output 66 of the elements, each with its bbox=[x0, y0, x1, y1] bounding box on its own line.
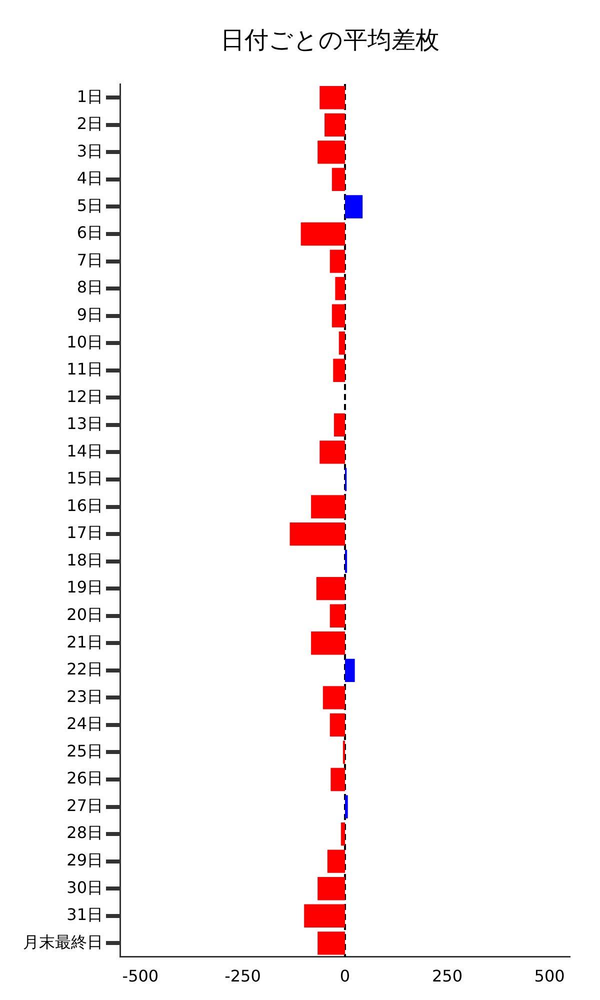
bar bbox=[320, 86, 345, 110]
bar bbox=[330, 250, 345, 273]
bar bbox=[335, 276, 345, 300]
y-tick-label: 2日 bbox=[76, 114, 103, 134]
y-tick-label: 19日 bbox=[66, 578, 103, 597]
bar bbox=[311, 632, 345, 655]
bar bbox=[318, 932, 345, 955]
x-tick-label: 500 bbox=[534, 966, 565, 986]
y-tick-label: 5日 bbox=[76, 196, 103, 215]
y-tick-label: 13日 bbox=[66, 414, 103, 434]
chart-title: 日付ごとの平均差枚 bbox=[220, 25, 440, 56]
bar bbox=[334, 413, 345, 437]
y-tick-label: 10日 bbox=[66, 332, 103, 352]
bar bbox=[345, 658, 355, 682]
bar bbox=[322, 686, 345, 710]
y-tick-label: 7日 bbox=[76, 250, 103, 270]
bar bbox=[311, 495, 345, 518]
y-tick-label: 月末最終日 bbox=[23, 932, 103, 952]
bar bbox=[332, 304, 345, 328]
y-tick-label: 12日 bbox=[66, 386, 103, 406]
y-tick-label: 15日 bbox=[66, 468, 103, 488]
y-tick-label: 25日 bbox=[66, 741, 103, 760]
y-tick-label: 20日 bbox=[66, 605, 103, 624]
bar bbox=[318, 877, 345, 900]
y-tick-label: 1日 bbox=[76, 86, 103, 106]
y-tick-label: 16日 bbox=[66, 496, 103, 515]
bar bbox=[345, 195, 363, 218]
y-tick-label: 3日 bbox=[76, 141, 103, 160]
bar bbox=[304, 904, 345, 928]
y-tick-label: 6日 bbox=[76, 223, 103, 242]
x-tick-label: 250 bbox=[432, 966, 463, 986]
y-tick-label: 8日 bbox=[76, 278, 103, 297]
y-tick-label: 21日 bbox=[66, 632, 103, 652]
bar bbox=[320, 440, 345, 464]
bar bbox=[340, 822, 345, 846]
bar bbox=[332, 168, 345, 192]
bar bbox=[330, 604, 345, 628]
bar bbox=[290, 522, 345, 546]
y-tick-label: 23日 bbox=[66, 686, 103, 706]
y-tick-label: 18日 bbox=[66, 550, 103, 570]
y-tick-label: 11日 bbox=[66, 360, 103, 379]
y-tick-label: 14日 bbox=[66, 441, 103, 460]
y-tick-label: 28日 bbox=[66, 823, 103, 842]
y-tick-label: 22日 bbox=[66, 660, 103, 679]
bar bbox=[330, 768, 345, 792]
bar bbox=[333, 358, 345, 382]
y-tick-label: 27日 bbox=[66, 796, 103, 815]
bar bbox=[345, 795, 348, 818]
y-tick-label: 30日 bbox=[66, 878, 103, 897]
y-tick-label: 4日 bbox=[76, 168, 103, 188]
y-tick-label: 9日 bbox=[76, 304, 103, 324]
x-tick-label: 0 bbox=[340, 966, 350, 986]
y-tick-label: 17日 bbox=[66, 523, 103, 542]
bar bbox=[338, 332, 345, 355]
x-tick-label: -250 bbox=[224, 966, 261, 986]
y-tick-label: 31日 bbox=[66, 905, 103, 924]
bar bbox=[324, 113, 345, 137]
bar bbox=[316, 576, 345, 600]
bar bbox=[300, 222, 345, 246]
x-tick-label: -500 bbox=[122, 966, 159, 986]
bar bbox=[330, 713, 345, 737]
y-tick-label: 24日 bbox=[66, 714, 103, 734]
y-tick-label: 29日 bbox=[66, 850, 103, 870]
bar bbox=[327, 850, 345, 873]
y-tick-label: 26日 bbox=[66, 768, 103, 788]
bar bbox=[318, 140, 345, 164]
